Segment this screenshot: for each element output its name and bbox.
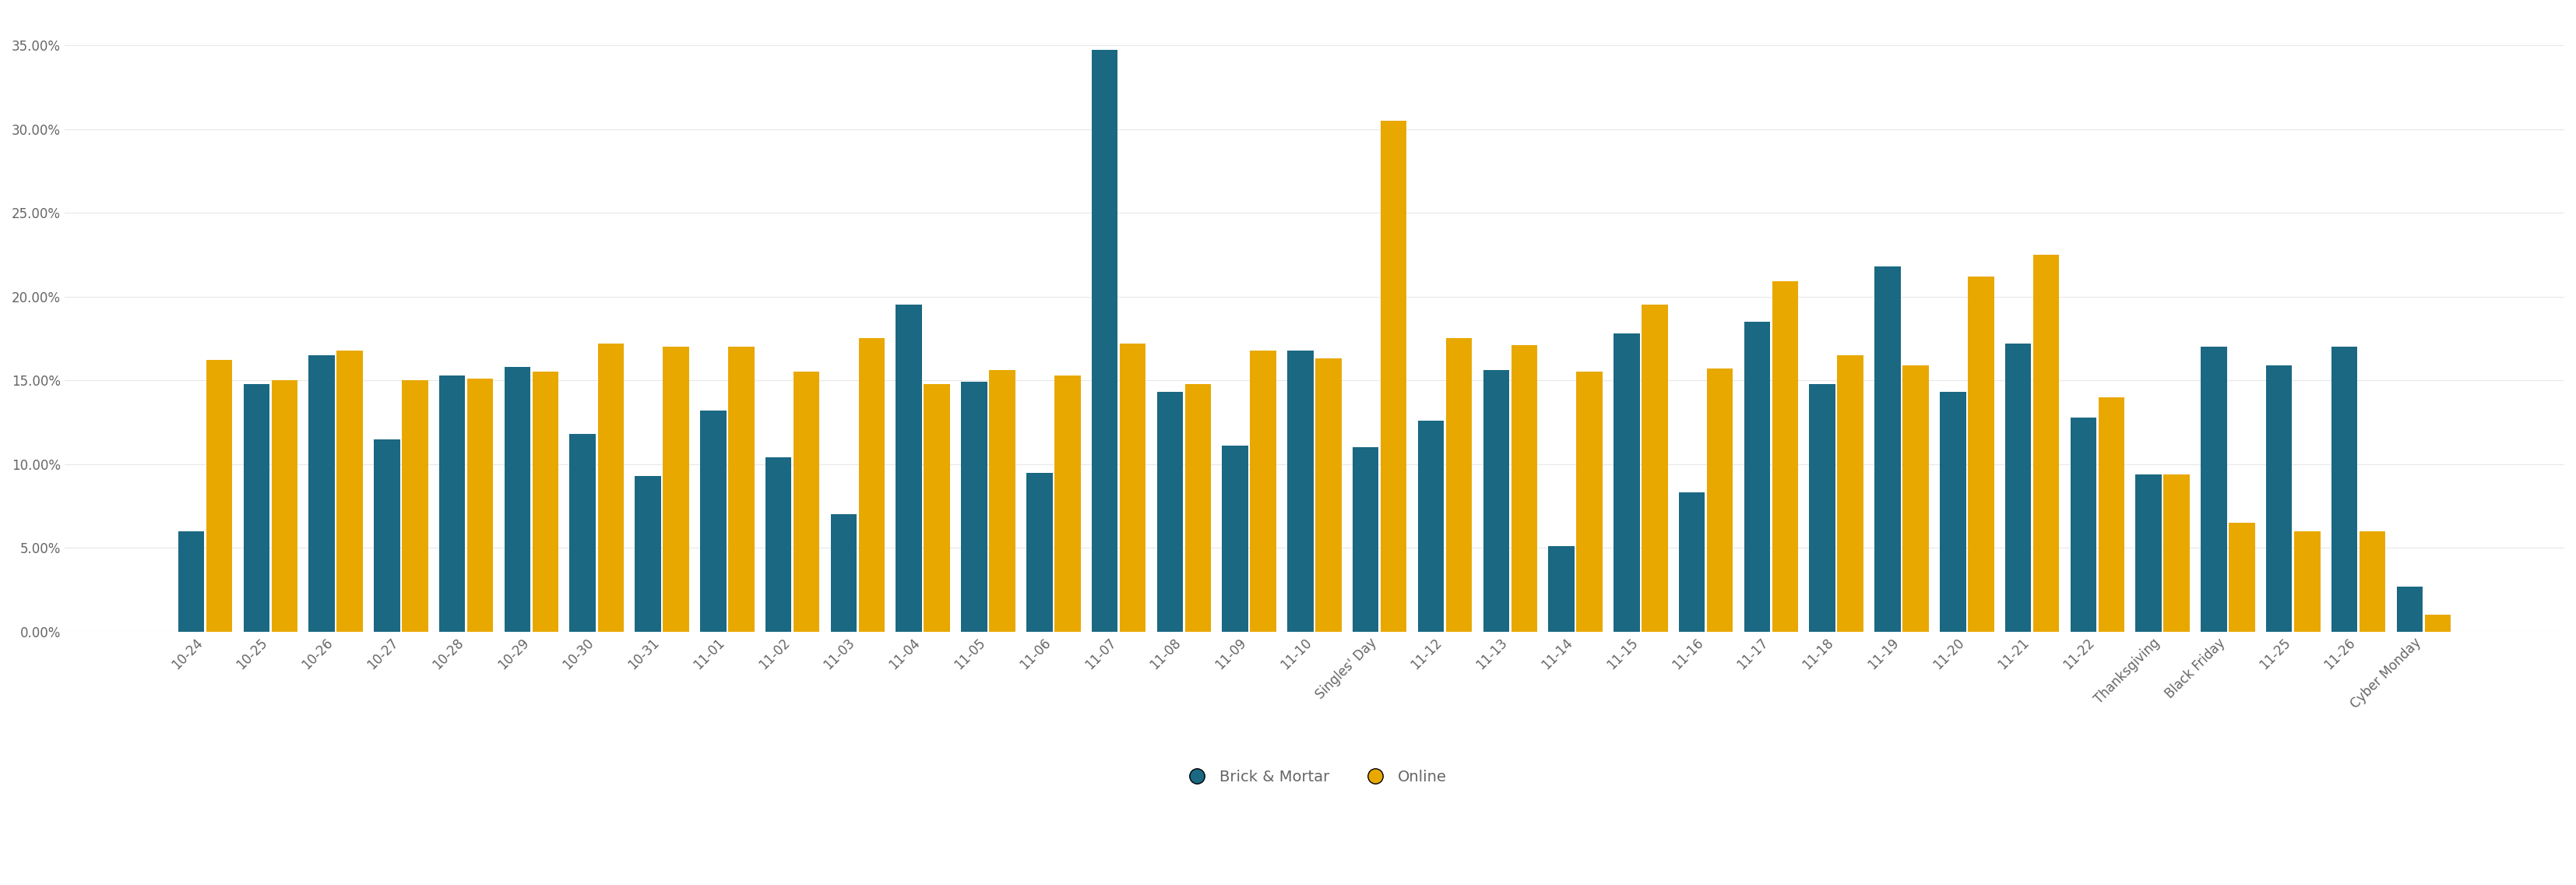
Bar bbox=[1641, 305, 1667, 632]
Bar bbox=[374, 439, 399, 632]
Bar bbox=[989, 370, 1015, 632]
Bar bbox=[505, 367, 531, 632]
Bar bbox=[466, 379, 492, 632]
Bar bbox=[2004, 343, 2030, 632]
Bar bbox=[793, 372, 819, 632]
Bar bbox=[1352, 448, 1378, 632]
Bar bbox=[1837, 355, 1862, 632]
Bar bbox=[1708, 369, 1734, 632]
Bar bbox=[178, 531, 204, 632]
Bar bbox=[270, 381, 299, 632]
Bar bbox=[2071, 417, 2097, 632]
Bar bbox=[2032, 255, 2058, 632]
Bar bbox=[2228, 523, 2254, 632]
Bar bbox=[896, 305, 922, 632]
Bar bbox=[309, 355, 335, 632]
Bar bbox=[729, 347, 755, 632]
Bar bbox=[402, 381, 428, 632]
Bar bbox=[829, 514, 858, 632]
Bar bbox=[1680, 493, 1705, 632]
Bar bbox=[1025, 473, 1054, 632]
Bar bbox=[662, 347, 688, 632]
Bar bbox=[1968, 276, 1994, 632]
Bar bbox=[1417, 420, 1445, 632]
Bar bbox=[206, 360, 232, 632]
Bar bbox=[2099, 397, 2125, 632]
Bar bbox=[2424, 615, 2450, 632]
Bar bbox=[1288, 350, 1314, 632]
Bar bbox=[1092, 50, 1118, 632]
Bar bbox=[1904, 366, 1929, 632]
Bar bbox=[2267, 366, 2293, 632]
Bar bbox=[569, 434, 595, 632]
Bar bbox=[1744, 322, 1770, 632]
Bar bbox=[438, 375, 466, 632]
Bar bbox=[1381, 120, 1406, 632]
Bar bbox=[634, 476, 662, 632]
Bar bbox=[2164, 474, 2190, 632]
Bar bbox=[765, 458, 791, 632]
Bar bbox=[858, 338, 884, 632]
Bar bbox=[701, 411, 726, 632]
Bar bbox=[1808, 384, 1837, 632]
Legend: Brick & Mortar, Online: Brick & Mortar, Online bbox=[1175, 764, 1453, 790]
Bar bbox=[1548, 546, 1574, 632]
Bar bbox=[1157, 392, 1182, 632]
Bar bbox=[1054, 375, 1079, 632]
Bar bbox=[1875, 266, 1901, 632]
Bar bbox=[1316, 358, 1342, 632]
Bar bbox=[533, 372, 559, 632]
Bar bbox=[1445, 338, 1471, 632]
Bar bbox=[2200, 347, 2226, 632]
Bar bbox=[2396, 587, 2421, 632]
Bar bbox=[961, 382, 987, 632]
Bar bbox=[598, 343, 623, 632]
Bar bbox=[1185, 384, 1211, 632]
Bar bbox=[1221, 446, 1249, 632]
Bar bbox=[1484, 370, 1510, 632]
Bar bbox=[1121, 343, 1146, 632]
Bar bbox=[337, 350, 363, 632]
Bar bbox=[1940, 392, 1965, 632]
Bar bbox=[2331, 347, 2357, 632]
Bar bbox=[2360, 531, 2385, 632]
Bar bbox=[925, 384, 951, 632]
Bar bbox=[2136, 474, 2161, 632]
Bar bbox=[1613, 334, 1641, 632]
Bar bbox=[1772, 281, 1798, 632]
Bar bbox=[1249, 350, 1275, 632]
Bar bbox=[2295, 531, 2321, 632]
Bar bbox=[242, 384, 270, 632]
Bar bbox=[1512, 345, 1538, 632]
Bar bbox=[1577, 372, 1602, 632]
